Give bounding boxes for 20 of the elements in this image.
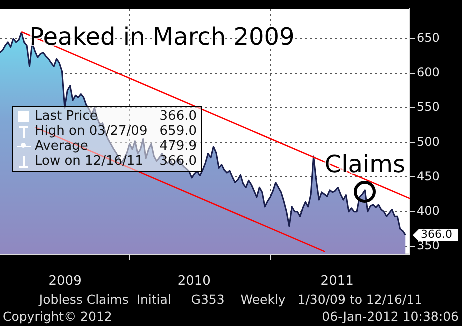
- data-label: 366.0: [421, 228, 452, 242]
- annotation: Claims: [324, 150, 406, 179]
- annotation: Peaked in March 2009: [30, 22, 295, 51]
- y-tick-label: 450: [417, 169, 440, 184]
- text: Last Price 366.0: [35, 109, 197, 124]
- text: Copyright© 2012: [3, 309, 112, 324]
- x-tick-label: 2011: [320, 274, 354, 290]
- y-tick-label: 350: [417, 238, 440, 253]
- y-tick-label: 650: [417, 31, 440, 46]
- x-tick-label: 2009: [48, 274, 82, 290]
- text: Jobless Claims Initial G353 Weekly 1/30/09 to 12/16/11: [38, 292, 424, 307]
- x-tick-label: 2010: [178, 274, 211, 290]
- y-tick-label: 400: [417, 204, 440, 218]
- text: Low on 12/16/11 366.0: [35, 154, 197, 169]
- y-tick-label: 500: [417, 134, 440, 149]
- y-tick-label: 600: [417, 66, 440, 80]
- annotation: High on 03/27/09 659.0: [35, 124, 197, 139]
- text: Average 479.9: [35, 139, 197, 154]
- y-tick-label: 550: [417, 100, 440, 114]
- text: 06-Jan-2012 10:38:06: [322, 309, 459, 324]
